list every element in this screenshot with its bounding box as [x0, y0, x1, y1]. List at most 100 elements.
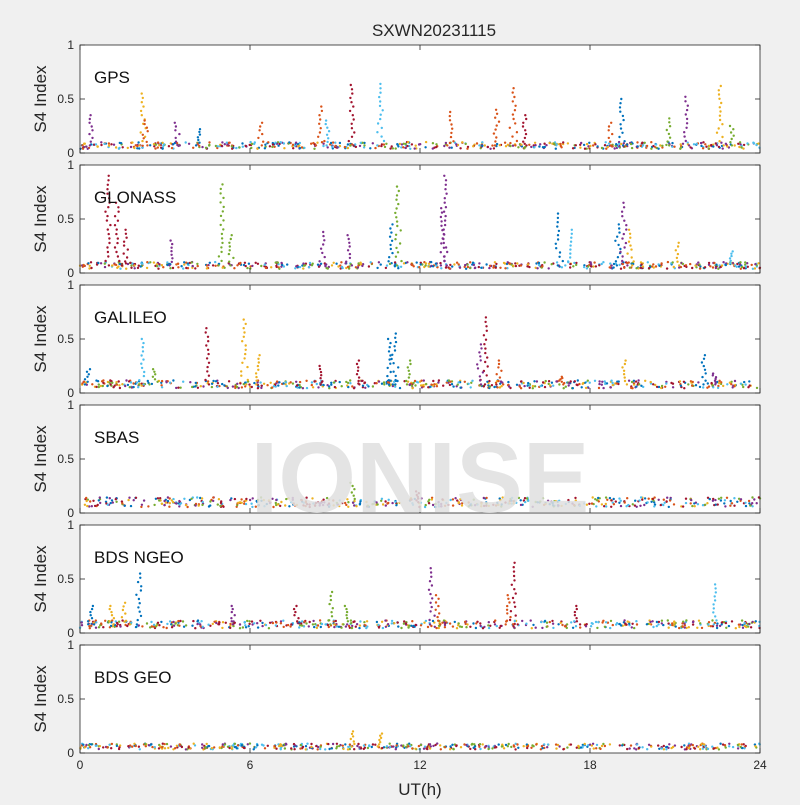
- data-point: [480, 505, 483, 508]
- data-point: [248, 498, 252, 502]
- spike-point: [575, 607, 578, 611]
- data-point: [362, 744, 366, 747]
- data-point: [303, 620, 306, 623]
- data-point: [541, 497, 545, 500]
- spike-point: [481, 371, 485, 374]
- spike-point: [122, 240, 126, 243]
- spike-point: [244, 352, 247, 356]
- data-point: [573, 261, 576, 265]
- spike-point: [220, 246, 223, 249]
- data-point: [354, 625, 357, 628]
- spike-point: [170, 253, 173, 256]
- data-point: [83, 503, 87, 506]
- data-point: [162, 144, 165, 148]
- data-point: [384, 619, 387, 622]
- data-point: [443, 623, 447, 627]
- spike-point: [445, 264, 448, 267]
- spike-point: [396, 251, 400, 254]
- data-point: [617, 140, 621, 144]
- data-point: [539, 384, 542, 388]
- data-point: [371, 385, 375, 388]
- data-point: [290, 501, 293, 504]
- data-point: [112, 143, 116, 146]
- data-point: [191, 624, 194, 627]
- spike-point: [495, 124, 498, 127]
- spike-point: [90, 617, 94, 620]
- data-point: [637, 746, 640, 750]
- data-point: [222, 505, 225, 508]
- spike-point: [511, 135, 514, 138]
- data-point: [546, 743, 550, 746]
- data-point: [541, 626, 544, 630]
- data-point: [327, 498, 331, 501]
- data-point: [298, 141, 301, 145]
- spike-point: [388, 256, 391, 259]
- data-point: [485, 496, 488, 500]
- data-point: [603, 380, 606, 383]
- data-point: [254, 746, 258, 749]
- data-point: [630, 626, 633, 629]
- data-point: [541, 381, 545, 384]
- data-point: [626, 747, 629, 751]
- spike-point: [446, 250, 449, 254]
- data-point: [592, 265, 595, 268]
- data-point: [144, 745, 147, 748]
- data-point: [402, 142, 405, 145]
- data-point: [618, 497, 621, 500]
- data-point: [520, 380, 523, 383]
- data-point: [214, 264, 217, 267]
- data-point: [595, 499, 599, 502]
- data-point: [714, 503, 717, 506]
- data-point: [305, 503, 309, 506]
- spike-point: [500, 369, 503, 372]
- spike-point: [717, 127, 720, 130]
- data-point: [662, 744, 665, 748]
- data-point: [720, 141, 723, 144]
- data-point: [190, 497, 193, 500]
- data-point: [523, 384, 526, 388]
- spike-point: [205, 344, 208, 347]
- data-point: [341, 501, 344, 505]
- data-point: [346, 265, 350, 269]
- data-point: [604, 496, 608, 499]
- data-point: [379, 263, 382, 266]
- spike-point: [114, 201, 118, 204]
- data-point: [95, 385, 98, 389]
- data-point: [294, 744, 297, 747]
- data-point: [431, 619, 435, 623]
- spike-point: [107, 174, 110, 177]
- data-point: [191, 385, 194, 389]
- data-point: [115, 383, 119, 386]
- data-point: [439, 261, 442, 265]
- spike-point: [349, 737, 352, 741]
- data-point: [209, 500, 212, 503]
- data-point: [331, 145, 334, 148]
- data-point: [671, 145, 674, 148]
- data-point: [629, 142, 633, 146]
- data-point: [241, 626, 245, 629]
- spike-point: [502, 383, 505, 386]
- data-point: [266, 384, 269, 387]
- spike-point: [730, 144, 734, 147]
- data-point: [631, 622, 634, 625]
- data-point: [717, 384, 720, 388]
- data-point: [506, 745, 509, 748]
- spike-point: [625, 224, 628, 227]
- spike-point: [138, 144, 141, 147]
- data-point: [390, 619, 394, 623]
- spike-point: [108, 201, 111, 204]
- data-point: [279, 744, 282, 747]
- spike-point: [394, 211, 397, 215]
- data-point: [121, 619, 124, 622]
- data-point: [733, 144, 736, 147]
- spike-point: [242, 318, 245, 321]
- data-point: [242, 746, 246, 750]
- data-point: [161, 742, 164, 745]
- data-point: [447, 503, 450, 507]
- data-point: [169, 267, 172, 270]
- spike-point: [135, 623, 139, 626]
- data-point: [208, 141, 211, 144]
- data-point: [227, 380, 231, 383]
- plot-area: [80, 645, 760, 753]
- data-point: [259, 496, 263, 499]
